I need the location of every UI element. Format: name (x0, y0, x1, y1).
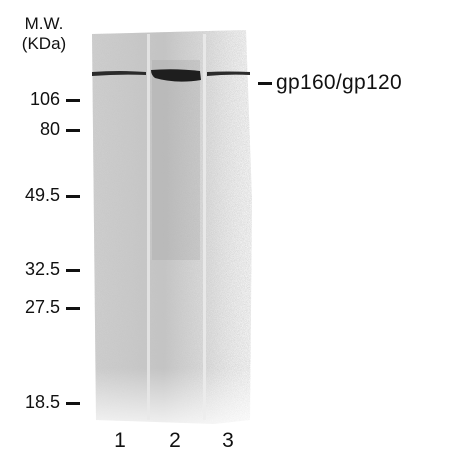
mw-header-line2: (KDa) (21, 34, 67, 53)
marker-18-5: 18.5 (25, 392, 80, 412)
marker-49-5: 49.5 (25, 185, 80, 205)
marker-label: 80 (39, 119, 60, 139)
marker-tick (66, 194, 80, 198)
mw-header-line1: M.W. (24, 14, 64, 33)
marker-label: 27.5 (24, 297, 60, 317)
marker-106: 106 (30, 89, 80, 109)
marker-label: 106 (29, 89, 60, 109)
marker-tick (66, 401, 80, 405)
marker-80: 80 (40, 119, 80, 139)
lane-number-1: 1 (114, 429, 126, 452)
marker-tick (66, 128, 80, 132)
lane-separator (203, 34, 206, 420)
band-label-dash (258, 81, 272, 85)
band-label: gp160/gp120 (258, 70, 402, 96)
marker-tick (66, 268, 80, 272)
lane-2-smear (152, 60, 200, 260)
lane-separator (147, 34, 150, 420)
marker-label: 18.5 (24, 392, 60, 412)
band-label-text: gp160/gp120 (276, 71, 402, 94)
marker-label: 49.5 (24, 185, 60, 205)
marker-label: 32.5 (24, 259, 60, 279)
gel-bottom-fade (90, 28, 255, 428)
lane-number-3: 3 (222, 429, 234, 452)
band-lane-2 (151, 69, 201, 82)
marker-32-5: 32.5 (25, 259, 80, 279)
band-lane-1 (92, 71, 146, 76)
marker-tick (66, 306, 80, 310)
band-lane-3 (207, 71, 250, 76)
mw-header: M.W. (KDa) (8, 14, 80, 54)
marker-27-5: 27.5 (25, 297, 80, 317)
marker-tick (66, 98, 80, 102)
lane-number-2: 2 (169, 429, 181, 452)
